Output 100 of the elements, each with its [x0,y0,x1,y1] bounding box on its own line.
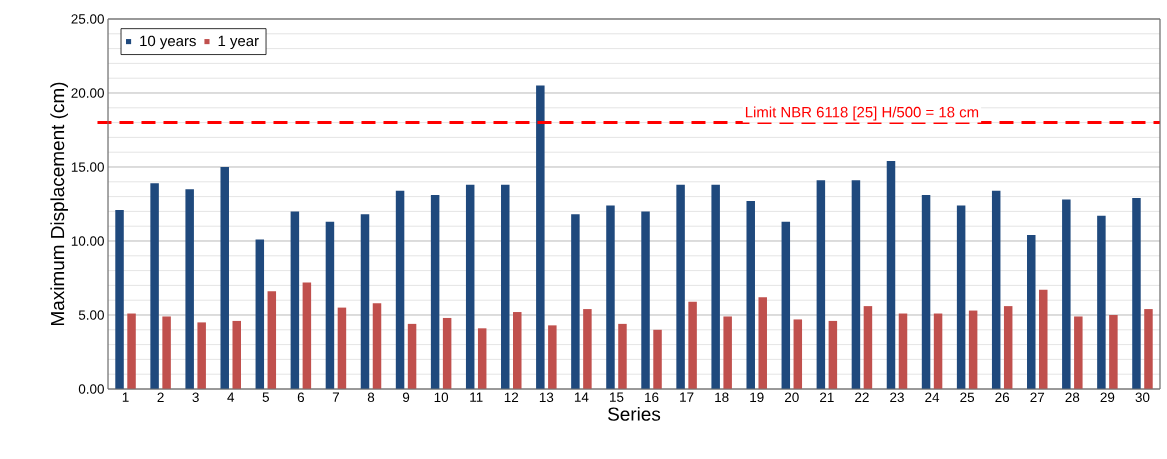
bar [1074,316,1083,389]
x-tick-label: 27 [1030,392,1045,402]
x-tick-label: 15 [610,392,624,402]
bar [162,316,171,389]
bar [898,313,908,389]
x-tick-label: 1 [122,392,129,402]
y-tick-label: 15.00 [71,162,104,172]
bar [372,303,382,389]
bar [933,313,943,389]
bar [1109,315,1118,389]
bar [828,320,838,389]
bar [267,291,277,389]
y-tick-label: 0.00 [78,384,104,394]
ref-line-label: Limit NBR 6118 [25] H/500 = 18 cm [745,106,979,121]
bar [1027,235,1036,389]
x-tick-label: 26 [995,392,1010,403]
bar [746,201,755,389]
bar [583,309,592,389]
x-tick-label: 18 [715,392,729,403]
bar [1097,215,1106,389]
x-axis-title: Series [608,406,661,421]
bar [723,316,732,389]
bar [711,184,720,389]
bar [501,184,510,389]
bar [465,184,475,389]
x-tick-label: 20 [784,392,799,403]
bar [571,214,580,389]
bar [395,190,405,389]
bar [407,323,417,389]
bar [360,214,370,389]
legend-label: 1 year [218,35,259,50]
bar [863,306,873,389]
y-tick-label: 25.00 [71,14,104,24]
bar [618,323,627,389]
bar [302,282,312,389]
bar [115,209,124,389]
y-tick-label: 5.00 [78,310,104,320]
bar [337,307,347,389]
x-tick-label: 28 [1065,392,1080,403]
bar [185,189,194,389]
bar [968,310,978,389]
bar [150,183,159,389]
bar [886,161,896,389]
bar [653,329,662,389]
bar [793,319,803,389]
bar [127,313,136,389]
x-tick-label: 11 [470,392,483,402]
x-tick-label: 2 [157,392,164,402]
y-tick-label: 20.00 [71,88,104,98]
x-tick-label: 4 [227,392,235,402]
x-tick-label: 23 [890,392,904,403]
bar [781,221,791,389]
bar [232,320,241,389]
x-tick-label: 3 [192,392,199,403]
bar [255,239,265,389]
bar [991,190,1001,389]
x-tick-label: 21 [820,392,834,402]
bar [548,325,557,389]
bar [430,195,440,389]
bar [641,211,650,389]
x-tick-label: 24 [925,392,940,402]
bar [956,205,966,389]
x-tick-label: 25 [960,392,975,403]
bar [851,180,861,389]
x-tick-label: 6 [297,392,305,403]
x-tick-label: 13 [539,392,554,403]
x-tick-label: 12 [504,392,519,402]
x-tick-label: 10 [434,392,449,403]
x-tick-label: 7 [332,392,340,402]
x-tick-label: 16 [645,392,659,403]
bar [758,297,767,389]
bar [1132,198,1141,389]
bar [1062,199,1071,389]
x-tick-label: 19 [750,392,764,403]
x-tick-label: 17 [680,392,694,402]
bar [1039,289,1048,389]
y-tick-label: 10.00 [71,236,104,246]
bar [676,184,685,389]
bar [1144,309,1153,389]
x-tick-label: 9 [402,392,410,403]
bar [290,211,300,389]
x-tick-label: 5 [262,392,269,402]
bar [606,205,615,389]
bar [325,221,335,389]
y-axis-title: Maximum Displacement (cm) [50,82,68,325]
bar [536,85,545,389]
x-tick-label: 22 [855,392,869,402]
bar [477,328,487,389]
bar [921,195,931,389]
x-tick-label: 29 [1100,392,1115,403]
x-tick-label: 14 [574,392,589,402]
bar [442,317,452,389]
x-tick-label: 30 [1135,392,1150,403]
bar [513,312,522,389]
x-tick-label: 8 [367,392,375,403]
bar [220,167,229,389]
bar [688,301,697,389]
bar [1003,306,1013,389]
bar [816,180,826,389]
bar [197,322,206,389]
